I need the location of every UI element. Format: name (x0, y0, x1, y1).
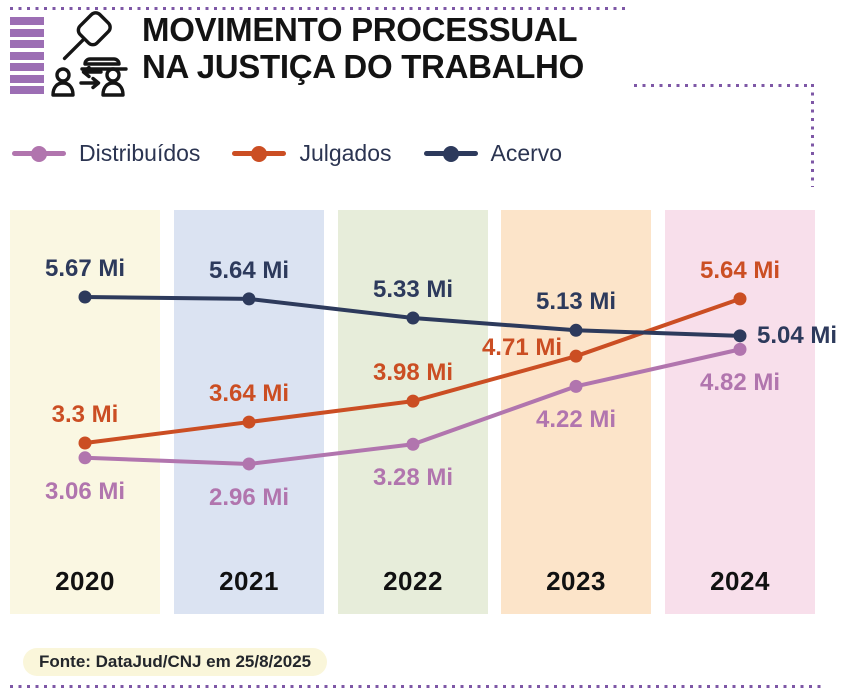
data-point-acervo-2023 (569, 323, 583, 337)
page-title-line2: NA JUSTIÇA DO TRABALHO (142, 48, 584, 85)
value-label-acervo-2021: 5.64 Mi (208, 256, 290, 284)
legend-dot-icon (31, 145, 47, 162)
value-label-acervo-2023: 5.13 Mi (535, 288, 617, 316)
data-point-acervo-2021 (242, 292, 256, 306)
value-label-distribuidos-2022: 3.28 Mi (372, 464, 454, 492)
data-point-distribuidos-2021 (242, 457, 256, 471)
legend-label: Acervo (490, 140, 563, 166)
year-label-2024: 2024 (710, 566, 770, 596)
title-dotted-connector-horizontal (634, 84, 814, 87)
data-point-julgados-2021 (242, 415, 256, 429)
legend-marker-acervo (423, 145, 478, 162)
stripes-flag-icon (10, 17, 44, 94)
source-note: Fonte: DataJud/CNJ em 25/8/2025 (23, 648, 328, 676)
year-label-2020: 2020 (55, 566, 115, 596)
legend-marker-julgados (232, 145, 287, 162)
gavel-block-icon (83, 57, 121, 66)
chart-legend: Distribuídos Julgados Acervo (12, 140, 562, 167)
top-dotted-border (10, 7, 627, 10)
data-point-acervo-2024 (733, 329, 747, 343)
chart-band-2024: 2024 (665, 210, 815, 614)
data-point-julgados-2022 (406, 394, 420, 408)
value-label-distribuidos-2021: 2.96 Mi (208, 483, 290, 511)
legend-marker-distribuidos (12, 145, 66, 162)
chart-band-2021: 2021 (174, 210, 324, 614)
data-point-julgados-2024 (733, 292, 747, 306)
value-label-julgados-2022: 3.98 Mi (372, 359, 454, 387)
chart-band-2022: 2022 (338, 210, 488, 614)
legend-item-julgados: Julgados (232, 140, 392, 167)
legend-label: Distribuídos (79, 140, 201, 166)
data-point-distribuidos-2023 (569, 379, 583, 393)
people-exchange-icon (51, 65, 125, 97)
source-note-text: Fonte: DataJud/CNJ em 25/8/2025 (39, 652, 312, 671)
value-label-distribuidos-2023: 4.22 Mi (535, 406, 617, 434)
page-title: MOVIMENTO PROCESSUAL NA JUSTIÇA DO TRABA… (142, 11, 584, 85)
value-label-acervo-2022: 5.33 Mi (372, 275, 454, 303)
value-label-julgados-2023: 4.71 Mi (481, 334, 562, 362)
value-label-julgados-2021: 3.64 Mi (208, 380, 290, 408)
bottom-dotted-border (10, 685, 821, 688)
gavel-icon (62, 11, 112, 61)
value-label-acervo-2024: 5.04 Mi (757, 321, 838, 349)
title-dotted-connector-vertical (811, 84, 814, 187)
value-label-distribuidos-2024: 4.82 Mi (699, 369, 781, 397)
value-label-distribuidos-2020: 3.06 Mi (44, 477, 126, 505)
value-label-acervo-2020: 5.67 Mi (44, 255, 126, 283)
legend-item-distribuidos: Distribuídos (12, 140, 200, 167)
chart-band-2023: 2023 (501, 210, 651, 614)
legend-item-acervo: Acervo (423, 140, 563, 167)
data-point-julgados-2020 (78, 436, 92, 450)
year-label-2021: 2021 (219, 566, 279, 596)
legend-dot-icon (442, 145, 459, 162)
data-point-distribuidos-2024 (733, 342, 747, 356)
data-point-acervo-2022 (406, 311, 420, 325)
data-point-distribuidos-2022 (406, 437, 420, 451)
year-label-2022: 2022 (383, 566, 443, 596)
year-label-2023: 2023 (546, 566, 606, 596)
value-label-julgados-2024: 5.64 Mi (699, 256, 781, 284)
data-point-distribuidos-2020 (78, 451, 92, 465)
data-point-julgados-2023 (569, 349, 583, 363)
legend-label: Julgados (299, 140, 392, 166)
value-label-julgados-2020: 3.3 Mi (51, 401, 119, 429)
data-point-acervo-2020 (78, 290, 92, 304)
chart-band-2020: 2020 (10, 210, 160, 614)
gavel-people-exchange-icon (50, 8, 134, 100)
legend-dot-icon (251, 145, 268, 162)
page-title-line1: MOVIMENTO PROCESSUAL (142, 11, 578, 48)
